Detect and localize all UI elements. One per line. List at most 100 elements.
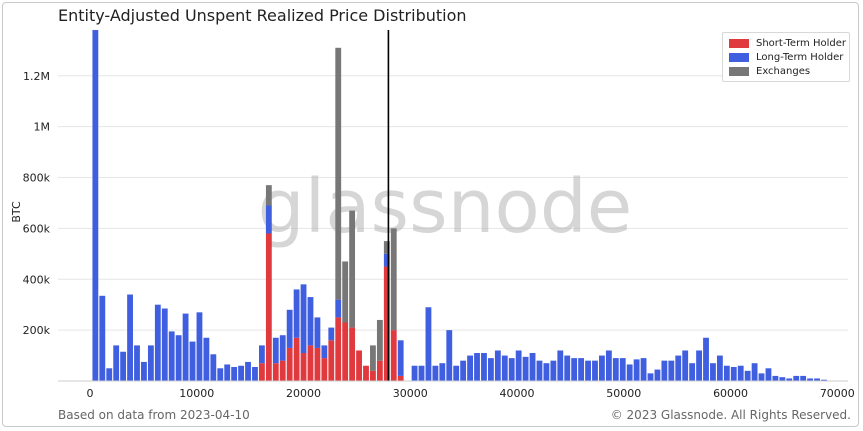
footer-data-date: Based on data from 2023-04-10 xyxy=(58,408,250,422)
bar-long-term-holder xyxy=(467,355,473,381)
bar-exchanges xyxy=(335,47,342,300)
bar-long-term-holder xyxy=(147,345,154,381)
bar-long-term-holder xyxy=(807,378,814,381)
y-tick-label: 1.2M xyxy=(23,70,50,83)
bar-long-term-holder xyxy=(793,375,800,381)
bar-exchanges xyxy=(342,261,349,323)
bar-long-term-holder xyxy=(689,363,696,381)
bar-long-term-holder xyxy=(161,308,168,381)
bar-short-term-holder xyxy=(376,360,383,381)
bar-long-term-holder xyxy=(543,363,550,381)
bar-exchanges xyxy=(370,345,376,371)
x-tick-label: 60000 xyxy=(713,387,748,400)
bar-long-term-holder xyxy=(203,337,210,381)
bar-long-term-holder xyxy=(703,337,709,381)
x-tick-label: 0 xyxy=(87,387,94,400)
y-tick-label: 200k xyxy=(23,324,51,337)
bar-long-term-holder xyxy=(446,330,453,381)
bar-short-term-holder xyxy=(370,370,376,381)
bar-long-term-holder xyxy=(397,340,404,376)
bar-long-term-holder xyxy=(127,294,133,381)
bar-long-term-holder xyxy=(508,358,515,381)
bar-short-term-holder xyxy=(397,375,404,381)
bar-long-term-holder xyxy=(779,377,786,381)
bar-long-term-holder xyxy=(224,364,231,381)
bar-long-term-holder xyxy=(425,307,432,381)
legend-swatch-lth xyxy=(729,53,749,62)
bar-long-term-holder xyxy=(751,363,758,381)
bar-long-term-holder xyxy=(682,350,689,381)
bar-long-term-holder xyxy=(120,351,127,381)
bar-long-term-holder xyxy=(710,363,716,381)
bar-short-term-holder xyxy=(342,322,349,381)
bar-long-term-holder xyxy=(571,358,578,381)
bar-long-term-holder xyxy=(536,360,543,381)
bar-short-term-holder xyxy=(390,330,397,381)
bar-long-term-holder xyxy=(252,367,258,381)
bar-long-term-holder xyxy=(737,365,744,381)
bar-long-term-holder xyxy=(196,312,203,381)
bar-short-term-holder xyxy=(265,233,272,381)
legend-label-sth: Short-Term Holder xyxy=(756,38,846,49)
legend-label-lth: Long-Term Holder xyxy=(756,52,844,63)
bars-layer xyxy=(92,30,827,381)
bar-long-term-holder xyxy=(286,309,293,348)
bar-exchanges xyxy=(265,185,272,206)
bar-long-term-holder xyxy=(723,365,730,381)
legend-item-lth: Long-Term Holder xyxy=(729,51,843,64)
bar-short-term-holder xyxy=(363,365,369,381)
bar-long-term-holder xyxy=(314,317,321,348)
bar-long-term-holder xyxy=(529,353,536,381)
bar-long-term-holder xyxy=(772,375,779,381)
bar-long-term-holder xyxy=(730,367,737,381)
legend-swatch-exchanges xyxy=(729,67,749,76)
bar-short-term-holder xyxy=(314,347,321,381)
bar-short-term-holder xyxy=(328,340,335,381)
bar-long-term-holder xyxy=(786,378,793,381)
x-tick-label: 20000 xyxy=(286,387,321,400)
bar-exchanges xyxy=(376,319,383,361)
bar-long-term-holder xyxy=(134,345,140,381)
bar-long-term-holder xyxy=(328,327,335,341)
bar-long-term-holder xyxy=(432,365,439,381)
watermark-logo: glassnode xyxy=(258,164,633,250)
bar-short-term-holder xyxy=(356,350,362,381)
chart-title: Entity-Adjusted Unspent Realized Price D… xyxy=(58,6,467,25)
bar-long-term-holder xyxy=(411,365,418,381)
bar-long-term-holder xyxy=(335,299,342,318)
bar-long-term-holder xyxy=(383,253,390,267)
bar-long-term-holder xyxy=(557,350,564,381)
bar-long-term-holder xyxy=(460,360,467,381)
bar-long-term-holder xyxy=(501,355,508,381)
x-tick-label: 70000 xyxy=(820,387,855,400)
footer-copyright: © 2023 Glassnode. All Rights Reserved. xyxy=(610,408,851,422)
bar-long-term-holder xyxy=(654,369,661,381)
bar-long-term-holder xyxy=(821,379,827,381)
bar-long-term-holder xyxy=(515,350,522,381)
bar-long-term-holder xyxy=(92,30,99,381)
bar-long-term-holder xyxy=(210,354,217,381)
y-axis-label: BTC xyxy=(10,201,23,223)
bar-long-term-holder xyxy=(245,361,251,381)
bar-short-term-holder xyxy=(279,360,286,381)
bar-long-term-holder xyxy=(175,335,182,381)
bar-long-term-holder xyxy=(605,350,612,381)
bar-long-term-holder xyxy=(800,375,807,381)
y-tick-label: 600k xyxy=(23,222,51,235)
bar-long-term-holder xyxy=(279,335,286,361)
bar-long-term-holder xyxy=(612,358,619,381)
bar-long-term-holder xyxy=(258,345,265,364)
bar-short-term-holder xyxy=(272,363,279,381)
bar-long-term-holder xyxy=(494,350,501,381)
bar-long-term-holder xyxy=(231,367,238,381)
bar-long-term-holder xyxy=(307,297,314,346)
y-tick-label: 400k xyxy=(23,273,51,286)
bar-long-term-holder xyxy=(599,355,605,381)
bar-long-term-holder xyxy=(272,337,279,364)
bar-long-term-holder xyxy=(668,360,675,381)
legend-item-sth: Short-Term Holder xyxy=(729,37,846,50)
legend-item-exchanges: Exchanges xyxy=(729,65,810,78)
bar-short-term-holder xyxy=(383,266,390,381)
bar-long-term-holder xyxy=(293,289,300,338)
bar-short-term-holder xyxy=(293,337,300,381)
